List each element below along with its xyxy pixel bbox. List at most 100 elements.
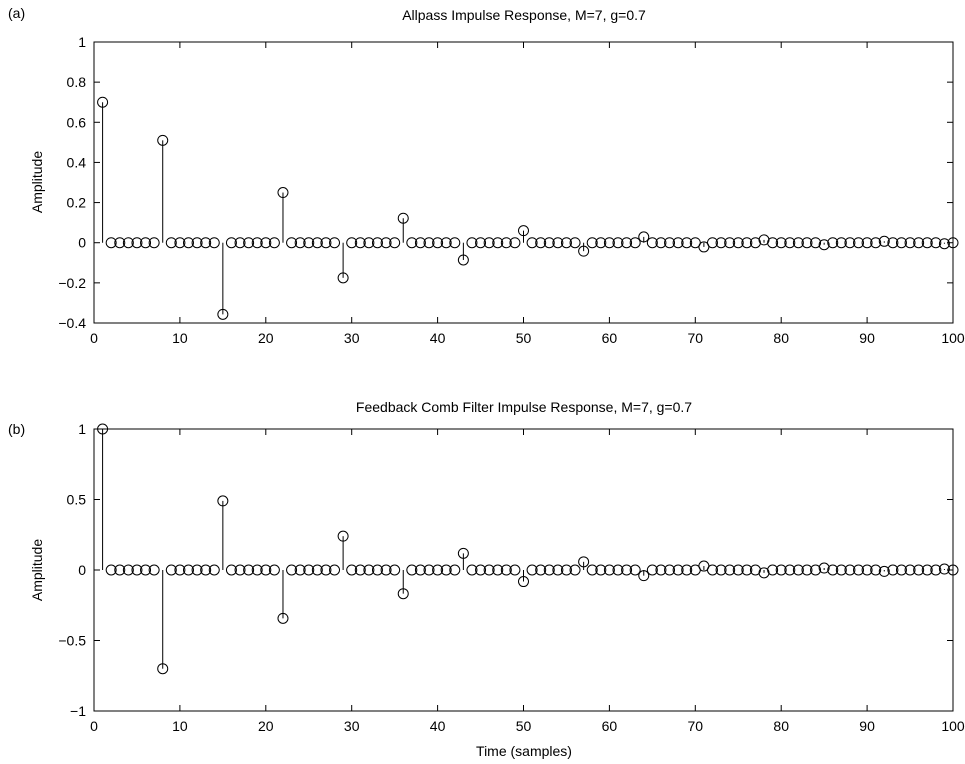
panel-b-stem-marker	[423, 564, 435, 576]
panel-b-stem-marker	[595, 564, 607, 576]
panel-a-y-tick-label: −0.2	[58, 275, 86, 291]
panel-a-stem-marker	[767, 237, 779, 249]
panel-a-plot-area: 0 10 20 30 40 50 60 70 80 90 100 −0.4 −0.2 0 0.2 0.4 0.6…	[58, 34, 965, 346]
panel-a-stem-marker	[406, 237, 418, 249]
panel-a-stem-marker	[200, 237, 212, 249]
panel-b-stem-marker	[114, 564, 126, 576]
panel-b-stem-marker	[243, 564, 255, 576]
panel-b-stem-marker	[260, 564, 272, 576]
panel-b-stem-marker	[191, 564, 203, 576]
panel-b-stem-marker	[775, 564, 787, 576]
panel-b-x-tick-label: 100	[941, 718, 965, 734]
panel-a-stem-marker	[268, 237, 280, 249]
panel-a-stem-marker	[543, 237, 555, 249]
panel-a-stem-marker	[114, 237, 126, 249]
panel-b-x-tick-label: 20	[258, 718, 274, 734]
panel-a-stem-marker	[397, 212, 409, 224]
panel-b-stem-marker	[741, 564, 753, 576]
panel-b-stem-marker	[97, 423, 109, 435]
panel-b-stem-marker	[715, 564, 727, 576]
panel-a-stem-marker	[475, 237, 487, 249]
panel-a-stem-marker	[449, 237, 461, 249]
panel-a-y-tick-label: 1	[78, 34, 86, 50]
panel-a-stem-marker	[827, 237, 839, 249]
panel-b-stem-marker	[457, 547, 469, 559]
panel-b-stem-marker	[887, 564, 899, 576]
panel-b-y-tick-label: 0.5	[67, 492, 87, 508]
panel-b-stem-marker	[320, 564, 332, 576]
panel-a-y-tick-label: 0.2	[67, 195, 87, 211]
panel-b-x-tick-label: 90	[859, 718, 875, 734]
panel-a-stem-marker	[792, 237, 804, 249]
panel-b-y-tick-label: 1	[78, 421, 86, 437]
panel-a-stem-marker	[371, 237, 383, 249]
panel-a-stem-marker	[732, 237, 744, 249]
panel-b-stem-marker	[767, 564, 779, 576]
panel-a-stem-marker	[243, 237, 255, 249]
panel-a-stem-marker	[354, 237, 366, 249]
panel-b-stem-marker	[509, 564, 521, 576]
panel-a-x-tick-label: 80	[773, 330, 789, 346]
panel-b-stem-marker	[664, 564, 676, 576]
panel-a-stem-marker	[904, 237, 916, 249]
panel-a-stem-marker	[603, 237, 615, 249]
panel-label-a: (a)	[8, 5, 25, 21]
panel-b-stem-marker	[208, 564, 220, 576]
panel-b-stem-marker	[294, 564, 306, 576]
panel-b-stem-marker	[286, 564, 298, 576]
panel-b-stem-marker	[397, 588, 409, 600]
panel-b-y-axis-label: Amplitude	[29, 539, 45, 601]
panel-label-b: (b)	[8, 421, 25, 437]
panel-b-x-tick-label: 0	[90, 718, 98, 734]
panel-a-x-tick-label: 90	[859, 330, 875, 346]
panel-b-stem-marker	[174, 564, 186, 576]
panel-a-x-tick-label: 100	[941, 330, 965, 346]
panel-b-stem-marker	[157, 663, 169, 675]
panel-a-stem-marker	[595, 237, 607, 249]
panel-a-stem-marker	[105, 237, 117, 249]
panel-b-x-axis-label: Time (samples)	[476, 743, 572, 759]
panel-b-y-tick-label: −1	[70, 703, 86, 719]
panel-b-stem-marker	[500, 564, 512, 576]
panel-a-stem-marker	[148, 237, 160, 249]
panel-a-stem-marker	[655, 237, 667, 249]
panel-b-stem-marker	[861, 564, 873, 576]
panel-a-y-tick-label: 0.6	[67, 114, 87, 130]
panel-a-x-tick-label: 60	[602, 330, 618, 346]
panel-a-stem-marker	[208, 237, 220, 249]
panel-a-stem-marker	[706, 237, 718, 249]
panel-a-x-tick-label: 40	[430, 330, 446, 346]
panel-b-y-tick-label: 0	[78, 562, 86, 578]
panel-a-stem-marker	[165, 237, 177, 249]
panel-a: (a) Allpass Impulse Response, M=7, g=0.7…	[8, 5, 965, 346]
panel-b-x-tick-label: 50	[516, 718, 532, 734]
panel-a-stem-marker	[182, 237, 194, 249]
panel-b-stem-marker	[535, 564, 547, 576]
panel-a-stem-marker	[363, 237, 375, 249]
panel-b-stem-marker	[466, 564, 478, 576]
panel-a-stem-marker	[97, 96, 109, 108]
panel-a-stem-marker	[578, 245, 590, 257]
panel-b-stem-marker	[148, 564, 160, 576]
panel-b-x-tick-label: 60	[602, 718, 618, 734]
panel-b-stem-marker	[277, 612, 289, 624]
panel-b-stem-marker	[543, 564, 555, 576]
panel-a-y-axis-label: Amplitude	[29, 151, 45, 213]
panel-b-stem-marker	[818, 562, 830, 574]
panel-b-stem-marker	[131, 564, 143, 576]
panel-a-x-tick-label: 20	[258, 330, 274, 346]
panel-b-stem-marker	[389, 564, 401, 576]
panel-a-y-tick-label: 0.8	[67, 74, 87, 90]
panel-b-stem-marker	[638, 570, 650, 582]
panel-a-stem-marker	[251, 237, 263, 249]
panel-a-stem-marker	[844, 237, 856, 249]
panel-a-stem-marker	[329, 237, 341, 249]
panel-a-stem-marker	[303, 237, 315, 249]
panel-b-x-tick-label: 30	[344, 718, 360, 734]
panel-b-stem-marker	[251, 564, 263, 576]
panel-b-stem-marker	[483, 564, 495, 576]
panel-b-stem-marker	[629, 564, 641, 576]
panel-a-stem-marker	[947, 237, 959, 249]
panel-a-stem-marker	[140, 237, 152, 249]
panel-b-stem-marker	[844, 564, 856, 576]
